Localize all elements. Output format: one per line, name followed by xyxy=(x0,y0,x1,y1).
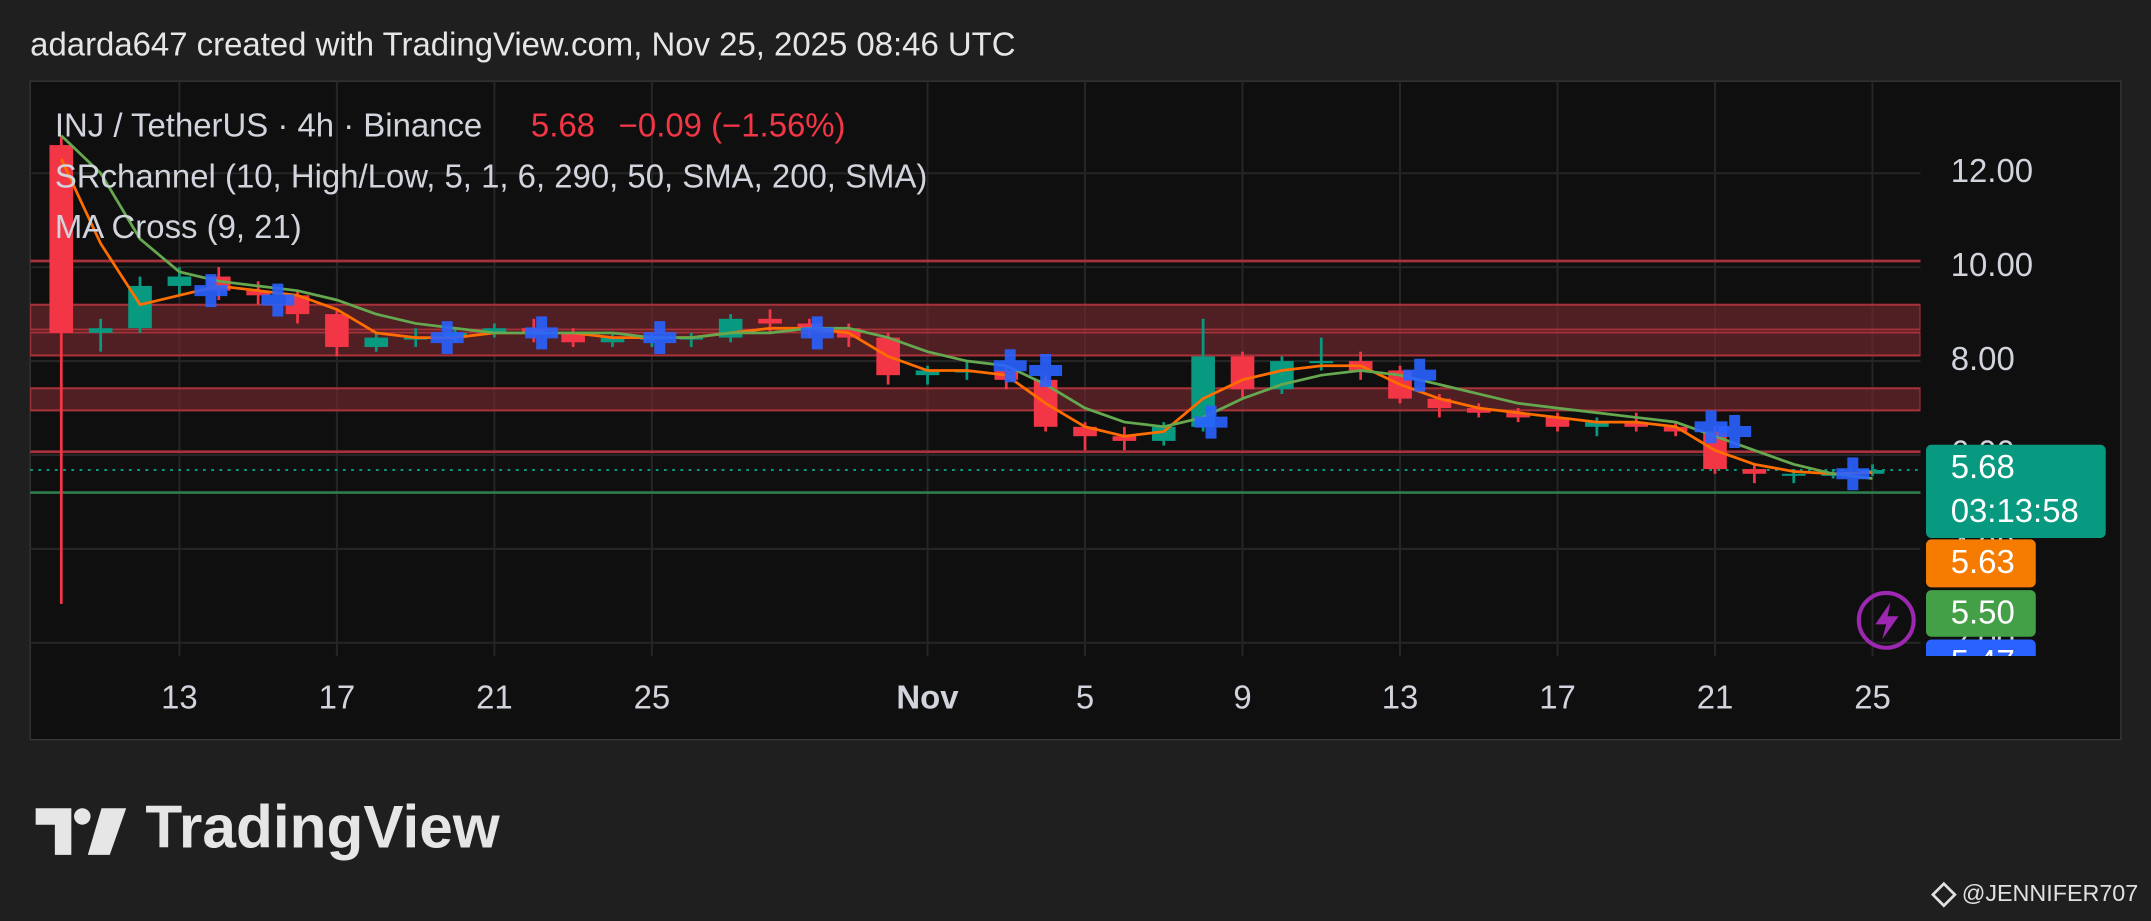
cross-signal xyxy=(430,321,464,355)
candle-body xyxy=(758,318,782,324)
price-badge-label: 5.63 xyxy=(1951,543,2015,580)
x-tick-label: 13 xyxy=(161,679,198,716)
candle-body xyxy=(88,328,113,333)
sr-zone xyxy=(30,303,1921,331)
alert-icon xyxy=(1856,590,1916,650)
candle-body xyxy=(600,337,625,343)
candle-body xyxy=(797,323,822,329)
x-tick-label: 13 xyxy=(1382,679,1419,716)
x-tick-label: Nov xyxy=(896,679,959,716)
ma-fast-line xyxy=(60,158,1873,476)
candle-body xyxy=(49,145,74,333)
symbol: INJ / TetherUS · 4h · Binance xyxy=(55,107,482,144)
sr-zone xyxy=(30,387,1921,412)
candle-body xyxy=(1151,426,1176,441)
candle-body xyxy=(1742,469,1767,474)
candle-body xyxy=(1427,398,1452,409)
candle-body xyxy=(1112,436,1137,441)
caption: adarda647 created with TradingView.com, … xyxy=(30,26,1015,63)
candle-body xyxy=(246,290,270,296)
x-tick-label: 25 xyxy=(1854,679,1891,716)
price-badges: 5.68 03:13:58 5.63 5.50 5.47 xyxy=(1926,444,2106,680)
price-badge xyxy=(1926,639,2036,656)
x-tick-label: 21 xyxy=(476,679,513,716)
candle-body xyxy=(325,314,349,347)
candle-body xyxy=(561,332,585,343)
price-badge xyxy=(1926,539,2036,588)
countdown: 03:13:58 xyxy=(1951,492,2079,529)
plot-area xyxy=(30,134,1921,604)
watermark-text: @JENNIFER707 xyxy=(1962,880,2139,906)
candle-body xyxy=(1506,412,1530,418)
cross-signal xyxy=(1694,410,1728,444)
cross-signal xyxy=(993,349,1027,383)
indicator: MA Cross (9, 21) xyxy=(55,208,302,245)
cross-signal xyxy=(643,321,677,355)
ma-slow-line xyxy=(60,134,1873,480)
y-tick-label: 10.00 xyxy=(1951,246,2033,283)
candle-body xyxy=(1073,426,1097,437)
grid xyxy=(30,81,1921,656)
legend: INJ / TetherUS · 4h · Binance 5.68 −0.09… xyxy=(55,107,928,246)
y-tick-label: 12.00 xyxy=(1951,152,2033,189)
x-tick-label: 17 xyxy=(319,679,356,716)
candle-body xyxy=(1624,422,1649,427)
price-badge-label: 5.50 xyxy=(1951,594,2015,631)
candle-body xyxy=(1781,473,1806,476)
cross-signal xyxy=(1836,457,1870,491)
candle-body xyxy=(1309,361,1334,364)
cross-signal xyxy=(194,274,228,308)
logo-text: TradingView xyxy=(145,793,500,861)
x-tick-label: 5 xyxy=(1076,679,1094,716)
candle-body xyxy=(1585,422,1609,427)
candle-body xyxy=(1230,356,1255,390)
x-tick-label: 9 xyxy=(1233,679,1251,716)
cross-signal xyxy=(261,283,295,317)
x-tick-label: 25 xyxy=(634,679,671,716)
watermark: @JENNIFER707 xyxy=(1930,880,2139,908)
candle-body xyxy=(1545,417,1570,427)
cross-signal xyxy=(1194,405,1228,439)
candle-body xyxy=(915,370,940,376)
x-tick-label: 17 xyxy=(1539,679,1576,716)
cross-signal xyxy=(1718,415,1752,448)
logo: TradingView xyxy=(35,793,501,861)
y-tick-label: 8.00 xyxy=(1951,340,2015,377)
indicator: SRchannel (10, High/Low, 5, 1, 6, 290, 5… xyxy=(55,157,928,194)
candle-body xyxy=(1663,426,1688,432)
candle-body xyxy=(482,328,507,333)
candle-body xyxy=(167,276,192,286)
sr-zone xyxy=(30,331,1921,357)
price-badge xyxy=(1926,590,2036,637)
candle-body xyxy=(1466,408,1491,413)
price-badge-label: 5.68 xyxy=(1951,448,2015,485)
cross-signal xyxy=(1029,354,1063,387)
candle-body xyxy=(364,337,389,347)
cross-signal xyxy=(1403,358,1437,392)
x-tick-label: 21 xyxy=(1697,679,1734,716)
price-badge-label: 5.47 xyxy=(1951,643,2015,680)
price-badge xyxy=(1926,444,2106,539)
last-price: 5.68 xyxy=(531,107,595,144)
cross-signal xyxy=(800,316,834,350)
price-change: −0.09 (−1.56%) xyxy=(619,107,846,144)
cross-signal xyxy=(525,316,559,350)
